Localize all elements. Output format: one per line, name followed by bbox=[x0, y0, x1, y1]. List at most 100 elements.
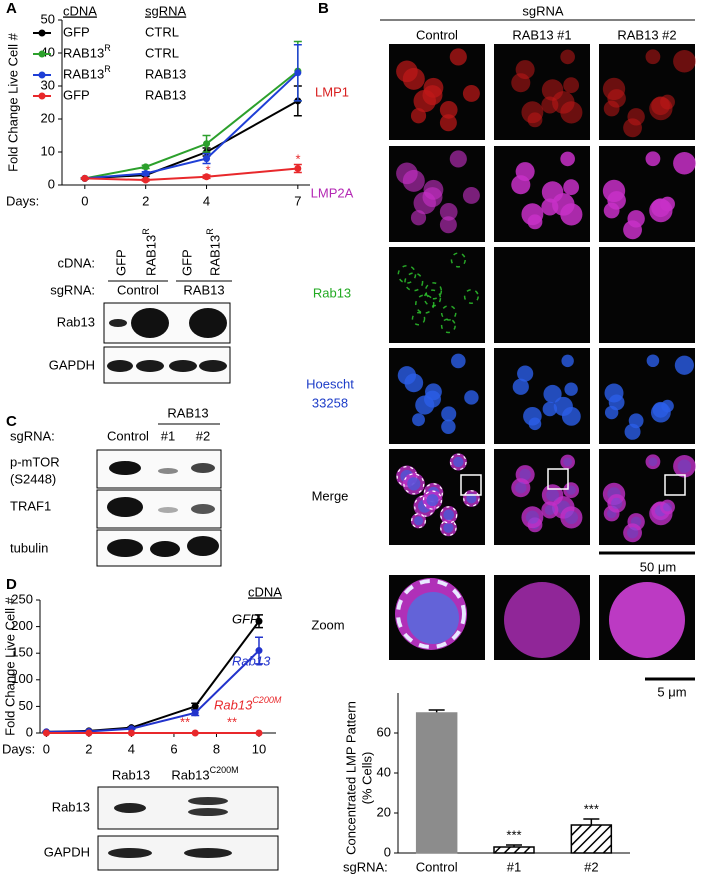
zoom-box bbox=[664, 474, 686, 496]
band bbox=[109, 319, 127, 327]
x-tick-label: 7 bbox=[294, 193, 301, 208]
cell bbox=[541, 198, 559, 216]
data-point bbox=[191, 702, 199, 710]
cell bbox=[422, 85, 443, 106]
band bbox=[158, 468, 178, 474]
cell bbox=[660, 196, 675, 212]
band bbox=[107, 497, 143, 517]
band bbox=[131, 308, 169, 338]
cell bbox=[544, 504, 555, 516]
x-tick-label: 4 bbox=[203, 193, 210, 208]
panel-label: D bbox=[6, 576, 17, 593]
data-point bbox=[294, 69, 302, 77]
band bbox=[188, 797, 228, 805]
annotation: * bbox=[205, 162, 210, 177]
x-tick-label: 4 bbox=[128, 741, 135, 756]
band bbox=[169, 360, 197, 372]
y-tick-label: 20 bbox=[41, 110, 55, 125]
bar bbox=[415, 712, 458, 854]
annotation: * bbox=[295, 151, 300, 166]
x-tick-label: 0 bbox=[43, 741, 50, 756]
panel-label: C bbox=[6, 413, 17, 430]
row-label: Merge bbox=[312, 488, 349, 503]
cell bbox=[441, 406, 457, 422]
y-tick-label: 150 bbox=[11, 645, 33, 660]
cell bbox=[404, 272, 424, 292]
data-point bbox=[191, 729, 199, 737]
x-tick-label: 8 bbox=[213, 741, 220, 756]
error-bar bbox=[583, 818, 600, 825]
series-line bbox=[84, 70, 299, 180]
blot-d: Rab13 Rab13C200M Rab13 GAPDH bbox=[44, 765, 279, 871]
cell bbox=[661, 399, 674, 413]
cell bbox=[608, 394, 625, 411]
cell bbox=[466, 493, 477, 504]
micrograph bbox=[599, 247, 695, 343]
lane-label: Rab13 bbox=[112, 767, 150, 782]
x-axis-label: Days: bbox=[2, 741, 35, 756]
cell bbox=[511, 478, 531, 498]
annotation: *** bbox=[506, 827, 521, 842]
blot-row-label: GAPDH bbox=[44, 844, 90, 859]
cell bbox=[426, 494, 439, 507]
cell bbox=[563, 482, 580, 499]
y-axis-label: Fold Change Live Cell # bbox=[2, 596, 17, 736]
band bbox=[107, 360, 133, 372]
cell bbox=[564, 382, 578, 396]
data-point bbox=[127, 729, 135, 737]
cell bbox=[411, 311, 426, 326]
series-line bbox=[84, 167, 298, 182]
cell bbox=[626, 527, 639, 539]
cell bbox=[607, 494, 626, 513]
cell bbox=[413, 516, 424, 526]
micrograph bbox=[494, 146, 590, 242]
cell bbox=[607, 89, 626, 108]
cell bbox=[525, 510, 539, 524]
y-tick-label: 100 bbox=[11, 671, 33, 686]
band bbox=[191, 463, 215, 473]
legend-swatch bbox=[38, 92, 46, 100]
cell bbox=[463, 490, 480, 507]
cell bbox=[407, 592, 459, 644]
cell bbox=[511, 73, 531, 93]
band bbox=[187, 536, 219, 556]
y-tick-label: 250 bbox=[11, 591, 33, 606]
cell bbox=[542, 401, 558, 417]
cell bbox=[563, 179, 580, 196]
cell bbox=[611, 497, 623, 509]
cell bbox=[443, 522, 454, 533]
lane-label: RAB13R bbox=[141, 228, 158, 276]
cell bbox=[424, 282, 443, 300]
legend-header: sgRNA bbox=[145, 3, 187, 18]
column-header: sgRNA bbox=[522, 3, 564, 18]
cell bbox=[453, 456, 464, 468]
blot-row-label: tubulin bbox=[10, 540, 48, 555]
cell bbox=[623, 523, 642, 543]
lane-label: Rab13C200M bbox=[171, 765, 238, 782]
y-tick-label: 10 bbox=[41, 143, 55, 158]
band bbox=[107, 539, 143, 557]
cell bbox=[645, 151, 661, 167]
cell bbox=[504, 582, 580, 658]
cell bbox=[560, 454, 575, 470]
group-label: Control bbox=[117, 282, 159, 297]
cell bbox=[560, 101, 583, 124]
cell bbox=[623, 118, 642, 138]
legend-header: cDNA bbox=[248, 584, 282, 599]
cell bbox=[648, 457, 658, 467]
cell bbox=[439, 101, 458, 119]
cell bbox=[521, 506, 544, 529]
cell bbox=[412, 413, 425, 427]
blot-row-label: Rab13 bbox=[57, 314, 95, 329]
legend-label: RAB13R bbox=[63, 64, 111, 81]
band bbox=[199, 360, 227, 372]
y-tick-label: 0 bbox=[48, 176, 55, 191]
data-point bbox=[85, 729, 93, 737]
annotation: ** bbox=[180, 714, 190, 729]
cell bbox=[422, 490, 443, 510]
cell bbox=[462, 186, 480, 204]
cell bbox=[411, 513, 426, 529]
cell bbox=[561, 354, 574, 368]
cell bbox=[674, 355, 694, 375]
cell bbox=[450, 252, 466, 268]
